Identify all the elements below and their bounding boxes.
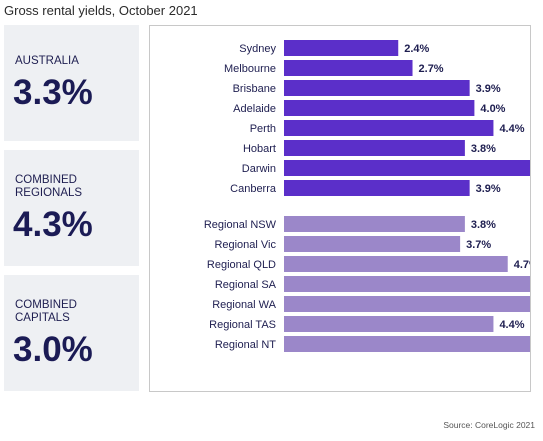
category-label-darwin: Darwin [242, 163, 276, 175]
value-label-hobart: 3.8% [471, 143, 496, 155]
stat-value-combined-regionals: 4.3% [13, 205, 93, 244]
bar-regional-qld [284, 256, 508, 272]
stat-label-australia: AUSTRALIA [15, 55, 79, 67]
value-label-adelaide: 4.0% [480, 103, 505, 115]
stat-label-combined-capitals: COMBINED CAPITALS [15, 299, 77, 324]
category-label-hobart: Hobart [243, 143, 276, 155]
value-label-canberra: 3.9% [476, 183, 501, 195]
category-label-sydney: Sydney [239, 43, 276, 55]
category-label-regional-vic: Regional Vic [214, 239, 276, 251]
value-label-regional-nsw: 3.8% [471, 219, 496, 231]
value-label-regional-vic: 3.7% [466, 239, 491, 251]
stat-label-combined-regionals: COMBINED REGIONALS [15, 174, 83, 199]
value-label-regional-qld: 4.7% [514, 259, 530, 271]
bar-brisbane [284, 80, 470, 96]
category-label-regional-wa: Regional WA [212, 299, 276, 311]
value-label-sydney: 2.4% [404, 43, 429, 55]
category-label-regional-nsw: Regional NSW [204, 219, 277, 231]
bar-regional-sa [284, 276, 530, 292]
chart-frame: Sydney 2.4% Melbourne 2.7% Brisbane 3.9% Adela… [149, 25, 531, 392]
bar-regional-nsw [284, 216, 465, 232]
stat-value-combined-capitals: 3.0% [13, 330, 93, 369]
category-label-regional-qld: Regional QLD [207, 259, 276, 271]
stat-card-australia: AUSTRALIA 3.3% [4, 25, 139, 141]
bar-darwin [284, 160, 530, 176]
bar-perth [284, 120, 494, 136]
bar-sydney [284, 40, 399, 56]
bar-adelaide [284, 100, 475, 116]
chart-title: Gross rental yields, October 2021 [4, 3, 198, 18]
category-label-regional-sa: Regional SA [215, 279, 277, 291]
category-label-melbourne: Melbourne [224, 63, 276, 75]
bar-regional-tas [284, 316, 494, 332]
category-label-adelaide: Adelaide [233, 103, 276, 115]
category-label-regional-tas: Regional TAS [209, 319, 276, 331]
value-label-regional-tas: 4.4% [499, 319, 524, 331]
bar-chart: Sydney 2.4% Melbourne 2.7% Brisbane 3.9% Adela… [204, 40, 530, 352]
value-label-melbourne: 2.7% [419, 63, 444, 75]
category-label-brisbane: Brisbane [233, 83, 276, 95]
stat-value-australia: 3.3% [13, 73, 93, 112]
category-label-canberra: Canberra [230, 183, 277, 195]
value-label-perth: 4.4% [499, 123, 524, 135]
stat-card-combined-regionals: COMBINED REGIONALS 4.3% [4, 150, 139, 266]
value-label-brisbane: 3.9% [476, 83, 501, 95]
category-label-perth: Perth [250, 123, 276, 135]
bar-regional-nt [284, 336, 530, 352]
stat-card-combined-capitals: COMBINED CAPITALS 3.0% [4, 275, 139, 391]
source-note: Source: CoreLogic 2021 [443, 420, 535, 430]
bar-melbourne [284, 60, 413, 76]
bar-hobart [284, 140, 465, 156]
bar-regional-vic [284, 236, 461, 252]
bar-canberra [284, 180, 470, 196]
bar-regional-wa [284, 296, 530, 312]
category-label-regional-nt: Regional NT [215, 339, 276, 351]
